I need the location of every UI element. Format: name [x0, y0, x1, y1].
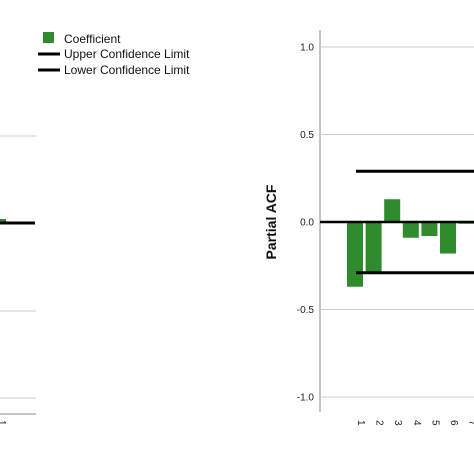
- x-tick-label-6: 6: [448, 420, 459, 426]
- y-tick-label-3: -0.5: [297, 305, 315, 316]
- bar-lag-1: [347, 222, 363, 287]
- y-tick-label-0: 1.0: [300, 43, 314, 54]
- y-tick-label-1: 0.5: [300, 130, 314, 141]
- legend-upper-label: Upper Confidence Limit: [64, 47, 190, 61]
- legend-coefficient-swatch: [43, 32, 54, 43]
- legend: Coefficient Upper Confidence Limit Lower…: [38, 32, 190, 77]
- bar-lag-2: [365, 222, 382, 273]
- bar-lag-6: [440, 222, 456, 254]
- x-tick-label-7: 7: [467, 420, 474, 426]
- legend-coefficient-label: Coefficient: [64, 32, 121, 46]
- x-tick-label-2: 2: [374, 420, 385, 426]
- left-panel: 1: [0, 135, 36, 426]
- bar-lag-4: [402, 222, 419, 238]
- right-panel: 1.00.50.0-0.5-1.0 12345678 Partial ACF: [263, 30, 474, 426]
- y-tick-label-4: -1.0: [297, 393, 315, 404]
- left-x-tick-label-1: 1: [0, 420, 7, 426]
- x-tick-label-5: 5: [429, 420, 440, 426]
- x-tick-label-3: 3: [392, 420, 403, 426]
- bar-lag-3: [384, 199, 401, 222]
- y-axis-title: Partial ACF: [263, 184, 279, 259]
- left-bar: [0, 219, 6, 223]
- x-tick-label-1: 1: [355, 420, 366, 426]
- bar-lag-5: [421, 222, 438, 236]
- legend-lower-label: Lower Confidence Limit: [64, 63, 190, 77]
- y-tick-label-2: 0.0: [300, 218, 314, 229]
- x-tick-label-4: 4: [411, 420, 422, 426]
